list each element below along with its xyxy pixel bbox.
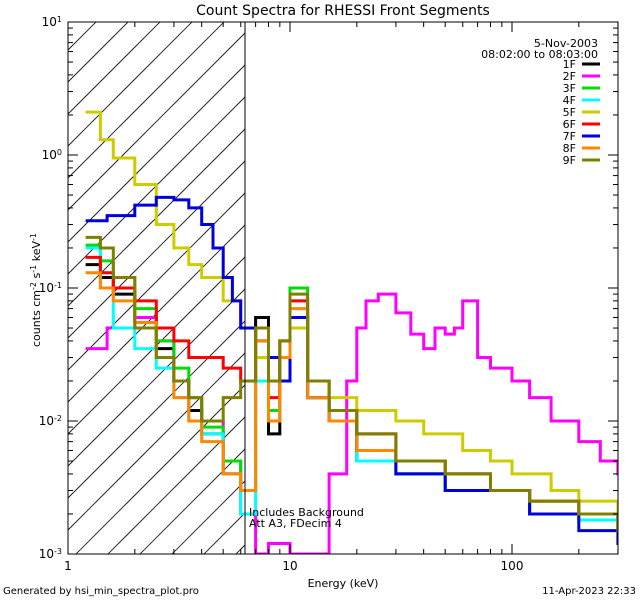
y-tick-label: 101 <box>42 15 62 30</box>
y-tick-label: 10-3 <box>39 547 62 562</box>
hatch-line <box>68 32 245 211</box>
hatch-line <box>68 288 245 467</box>
legend-label-4f: 4F <box>563 94 576 107</box>
series-4f <box>85 246 618 533</box>
footer-generated-by: Generated by hsi_min_spectra_plot.pro <box>3 586 199 597</box>
hatch-line <box>68 22 161 115</box>
hatch-line <box>68 352 245 531</box>
y-tick-label: 10-2 <box>39 414 62 429</box>
time-range-label: 08:02:00 to 08:03:00 <box>481 48 598 61</box>
legend-label-9f: 9F <box>563 154 576 167</box>
annotation-attenuator: Att A3, FDecim 4 <box>249 517 342 530</box>
hatch-line <box>68 320 245 499</box>
hatch-line <box>139 448 245 554</box>
hatch-line <box>75 384 245 554</box>
y-tick-labels: 10-3 10-2 10-1 100 101 <box>39 15 62 562</box>
hatch-line <box>68 256 245 435</box>
x-tick-label: 100 <box>501 559 524 573</box>
legend-label-7f: 7F <box>563 130 576 143</box>
series-group <box>85 110 618 554</box>
series-6f <box>85 255 618 533</box>
date-label: 5-Nov-2003 <box>534 37 598 50</box>
legend-label-5f: 5F <box>563 106 576 119</box>
axis-ticks <box>67 22 619 555</box>
hatch-line <box>68 96 245 275</box>
x-tick-labels: 1 10 100 <box>64 559 523 573</box>
hatch-line <box>68 192 245 371</box>
hatch-line <box>107 416 245 554</box>
footer-timestamp: 11-Apr-2023 22:33 <box>542 586 636 597</box>
legend-label-1f: 1F <box>563 58 576 71</box>
annotation-background: Includes Background <box>249 506 364 519</box>
series-7f <box>85 195 618 545</box>
hatch-line <box>68 64 245 243</box>
legend-label-8f: 8F <box>563 142 576 155</box>
y-axis-label: counts cm-2 s-1 keV-1 <box>29 233 44 347</box>
series-5f <box>85 110 618 516</box>
y-axis-label-counts: counts cm <box>30 290 43 347</box>
hatch-line <box>68 224 245 403</box>
hatch-line <box>68 22 193 147</box>
legend-label-3f: 3F <box>563 82 576 95</box>
x-axis-label: Energy (keV) <box>308 577 379 590</box>
y-tick-label: 100 <box>42 148 62 163</box>
x-tick-label: 10 <box>282 559 297 573</box>
chart-title: Count Spectra for RHESSI Front Segments <box>196 3 490 19</box>
hatch-line <box>0 22 32 554</box>
series-9f <box>85 235 618 533</box>
y-tick-label: 10-1 <box>39 281 62 296</box>
legend-label-2f: 2F <box>563 70 576 83</box>
x-tick-label: 1 <box>64 559 72 573</box>
hatch-line <box>68 22 225 179</box>
series-3f <box>85 243 618 533</box>
legend-label-6f: 6F <box>563 118 576 131</box>
hatch-line <box>68 128 245 307</box>
